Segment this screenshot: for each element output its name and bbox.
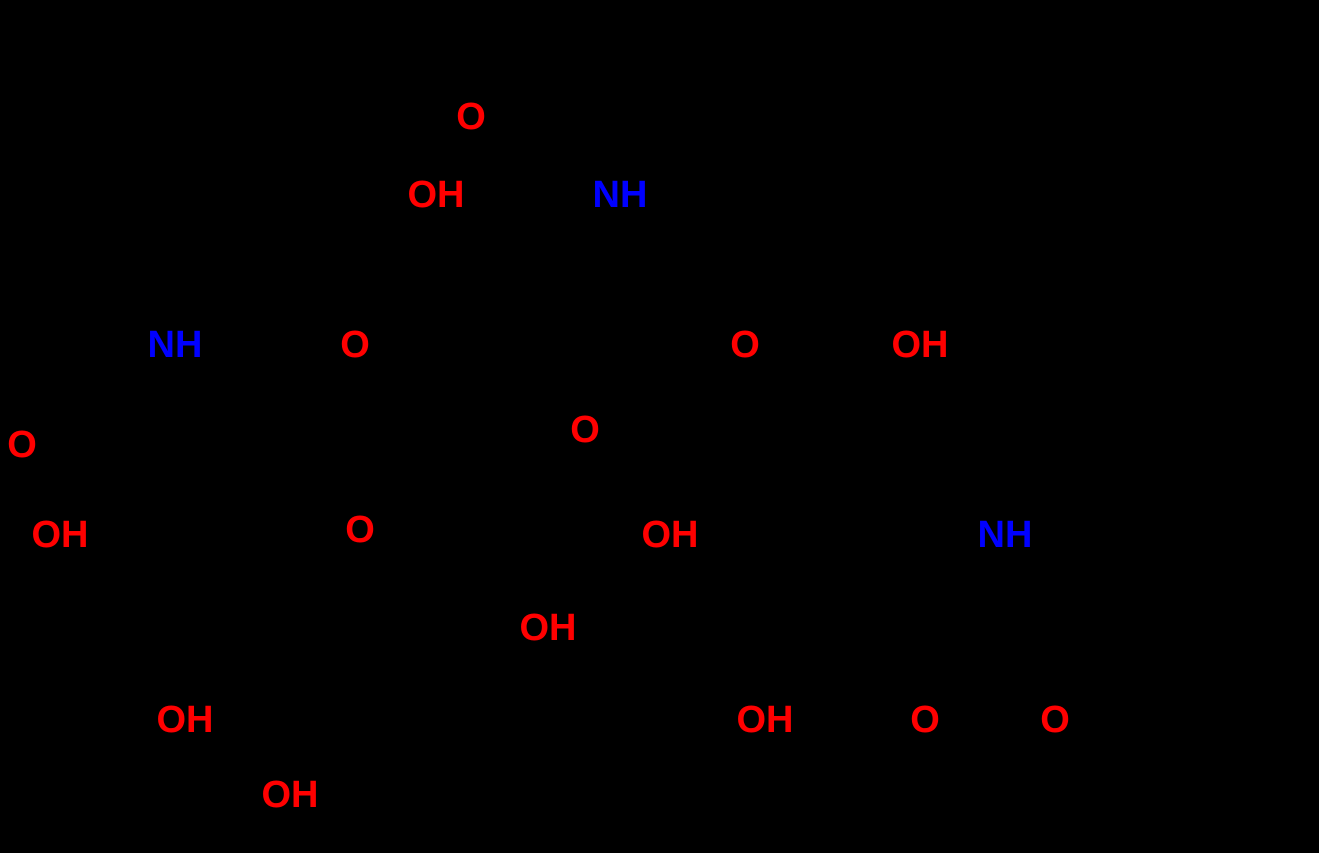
bond (810, 150, 900, 195)
atom-label-oh: OH (408, 174, 465, 216)
bond (835, 490, 920, 540)
atom-label-oh: OH (157, 699, 214, 741)
atom-label-o: O (730, 324, 760, 366)
bond (487, 135, 524, 193)
bond (440, 300, 521, 390)
atom-label-nh: NH (593, 174, 648, 216)
bond (1095, 540, 1180, 590)
bond (5, 255, 90, 300)
bond (381, 490, 440, 520)
bond (830, 355, 899, 390)
bond (45, 437, 90, 440)
atoms-layer: O OH NH NH O O OH O O OH O OH NH OH OH OH O O OH (7, 96, 1070, 816)
bond (521, 212, 604, 300)
bond (67, 440, 90, 513)
atom-label-oh: OH (642, 514, 699, 556)
bond (481, 139, 518, 197)
bond (750, 640, 761, 697)
bond (766, 356, 830, 390)
bond (606, 390, 665, 420)
atom-label-oh: OH (32, 514, 89, 556)
bond (525, 490, 610, 540)
bond (175, 620, 260, 700)
atom-label-oh: OH (892, 324, 949, 366)
bond (525, 540, 542, 605)
atom-label-o: O (7, 424, 37, 466)
atom-label-o: O (340, 324, 370, 366)
bond (830, 390, 835, 490)
atom-label-o: O (345, 509, 375, 551)
bond (175, 550, 260, 620)
bond (594, 452, 610, 490)
bond (90, 300, 154, 334)
atom-label-o: O (1040, 699, 1070, 741)
bond (46, 443, 91, 446)
bond (1002, 642, 1040, 702)
bond (376, 356, 440, 390)
bond (750, 490, 835, 540)
atom-label-o: O (456, 96, 486, 138)
atom-label-o: O (570, 409, 600, 451)
bond (196, 300, 260, 334)
bonds-layer (5, 135, 1180, 780)
bond (1008, 638, 1046, 698)
atom-label-nh: NH (978, 514, 1033, 556)
atom-label-oh: OH (520, 607, 577, 649)
atom-label-o: O (910, 699, 940, 741)
bond (718, 147, 808, 192)
bond (750, 640, 850, 690)
bond (90, 440, 175, 490)
atom-label-nh: NH (148, 324, 203, 366)
bond (920, 536, 982, 540)
bond (440, 490, 525, 540)
bond (722, 153, 812, 198)
atom-label-oh: OH (262, 774, 319, 816)
bond (1005, 590, 1095, 640)
bond (260, 300, 334, 335)
bond (175, 440, 260, 490)
bond (665, 356, 725, 390)
bond (260, 440, 343, 514)
bond (850, 590, 860, 690)
molecule-diagram: O OH NH NH O O OH O O OH O OH NH OH OH OH O O OH (0, 0, 1319, 853)
atom-label-oh: OH (737, 699, 794, 741)
